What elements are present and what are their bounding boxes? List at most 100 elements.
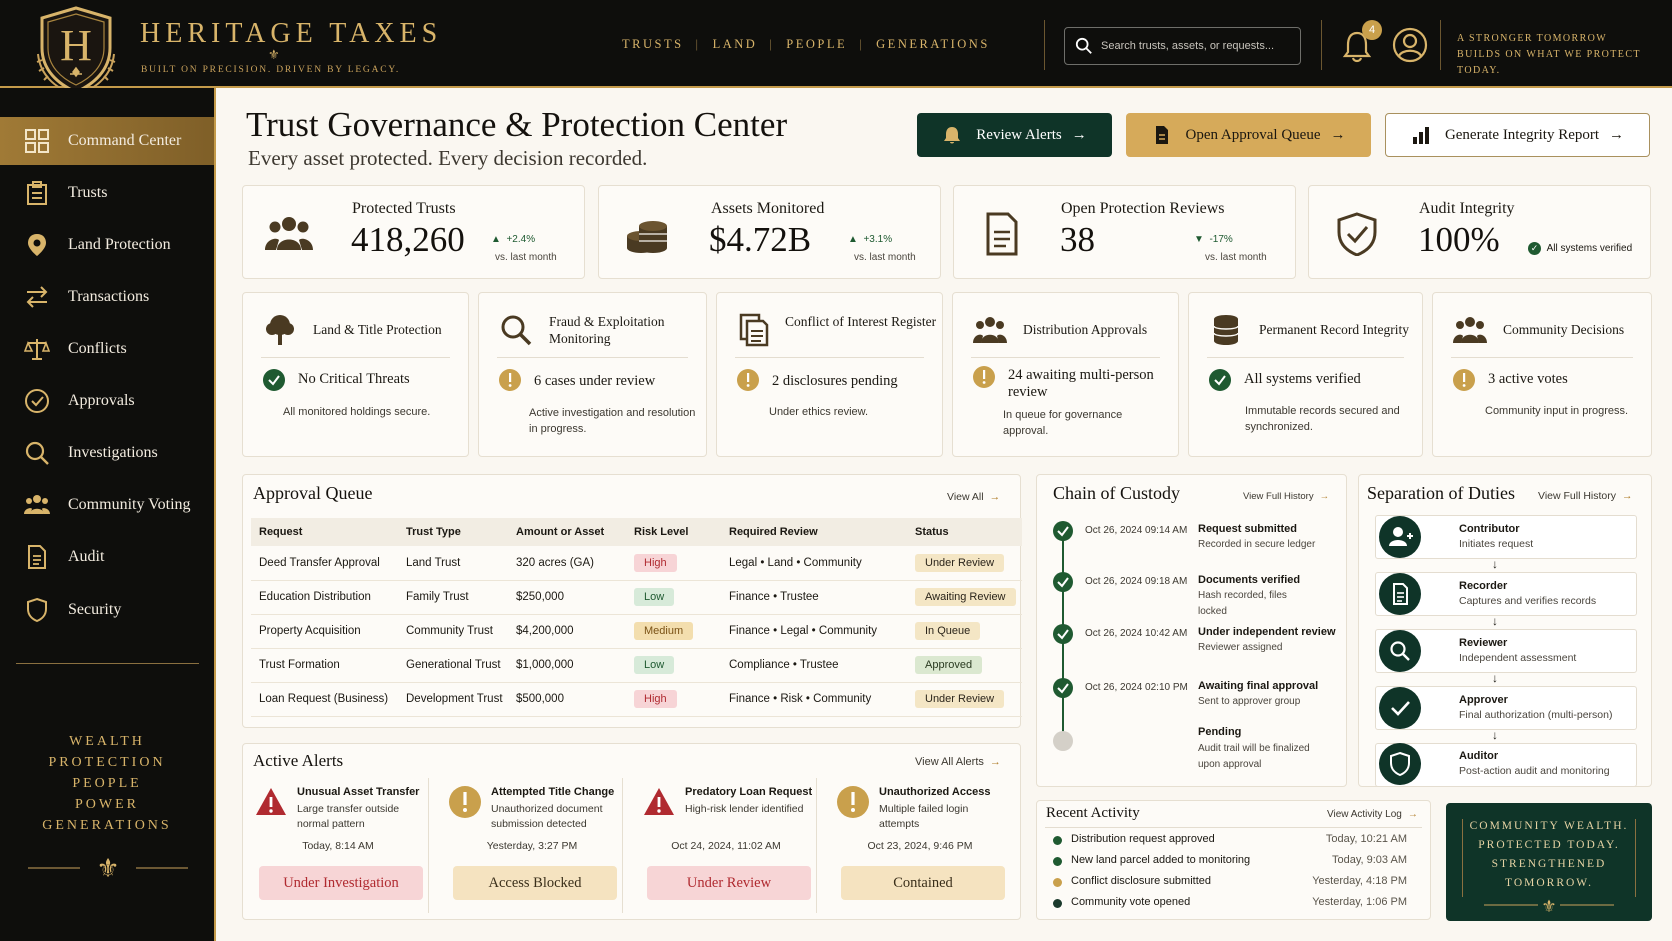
bell-icon: [944, 127, 961, 144]
tile-title: Distribution Approvals: [1023, 322, 1148, 337]
sidebar-item-security[interactable]: Security: [0, 586, 214, 634]
kpi-value: 38: [1060, 220, 1095, 259]
fleur-de-lis-icon: ⚜: [268, 47, 280, 62]
check-circle-icon: [1053, 521, 1073, 541]
view-all-link[interactable]: View All →: [947, 491, 1000, 503]
tile-conflict-of-interest-register[interactable]: Conflict of Interest Register 2 disclosu…: [716, 292, 943, 457]
request-cell: Education Distribution: [251, 580, 398, 615]
chain-of-custody-panel: Chain of Custody View Full History → Oct …: [1036, 474, 1347, 787]
tile-land-title-protection[interactable]: Land & Title Protection No Critical Thre…: [242, 292, 469, 457]
arrow-right-icon: →: [1407, 809, 1418, 820]
sidebar-item-approvals[interactable]: Approvals: [0, 377, 214, 425]
warning-circle-icon: [837, 786, 869, 818]
kpi-card-assets-monitored: Assets Monitored $4.72B ▲ +3.1% vs. last…: [598, 185, 941, 279]
event-title: Awaiting final approval: [1198, 680, 1319, 692]
sidebar-item-land-protection[interactable]: Land Protection: [0, 221, 214, 269]
trust-type-cell: Land Trust: [398, 546, 508, 581]
kpi-comparison: vs. last month: [1205, 252, 1267, 263]
nav-link-people[interactable]: PEOPLE: [786, 37, 848, 51]
table-row[interactable]: Loan Request (Business) Development Trus…: [251, 682, 1022, 717]
scales-icon: [24, 339, 50, 360]
tile-description: In queue for governance approval.: [1003, 409, 1123, 437]
kpi-value: 418,260: [351, 220, 465, 259]
sidebar-item-command-center[interactable]: Command Center: [0, 117, 214, 165]
view-all-alerts-link[interactable]: View All Alerts →: [915, 756, 1001, 768]
alert-status-button[interactable]: Contained: [841, 866, 1005, 900]
view-full-history-link[interactable]: View Full History →: [1243, 491, 1329, 502]
kpi-value: 100%: [1418, 220, 1500, 259]
link-label: View Full History: [1538, 490, 1616, 502]
nav-link-trusts[interactable]: TRUSTS: [622, 37, 684, 51]
kpi-delta-value: -17%: [1209, 234, 1233, 245]
table-row[interactable]: Property Acquisition Community Trust $4,…: [251, 614, 1022, 649]
page-subtitle: Every asset protected. Every decision re…: [248, 146, 648, 170]
request-cell: Property Acquisition: [251, 614, 398, 649]
nav-link-generations[interactable]: GENERATIONS: [876, 37, 990, 51]
alert-description: Multiple failed login attempts: [879, 803, 969, 830]
warning-triangle-icon: [644, 788, 674, 815]
alert-description: High-risk lender identified: [685, 803, 804, 815]
tile-description: All monitored holdings secure.: [283, 406, 431, 418]
tile-fraud-exploitation-monitoring[interactable]: Fraud & Exploitation Monitoring 6 cases …: [478, 292, 707, 457]
shield-icon: [1379, 743, 1421, 785]
people-icon: [265, 217, 313, 250]
sidebar-item-conflicts[interactable]: Conflicts: [0, 325, 214, 373]
sidebar-item-community-voting[interactable]: Community Voting: [0, 481, 214, 529]
sidebar-item-investigations[interactable]: Investigations: [0, 429, 214, 477]
sidebar-item-audit[interactable]: Audit: [0, 533, 214, 581]
check-circle-icon: ✓: [1528, 242, 1541, 255]
separation-of-duties-panel: Separation of Duties View Full History → …: [1358, 474, 1652, 787]
tile-community-decisions[interactable]: Community Decisions 3 active votes Commu…: [1432, 292, 1652, 457]
duty-description: Final authorization (multi-person): [1459, 709, 1613, 721]
table-row[interactable]: Deed Transfer Approval Land Trust 320 ac…: [251, 546, 1022, 581]
table-row[interactable]: Education Distribution Family Trust $250…: [251, 580, 1022, 615]
crest-monogram: H: [60, 21, 92, 70]
generate-integrity-report-button[interactable]: Generate Integrity Report →: [1385, 113, 1650, 157]
tile-title: Community Decisions: [1503, 322, 1625, 337]
review-cell: Finance • Legal • Community: [721, 614, 907, 649]
open-approval-queue-button[interactable]: Open Approval Queue →: [1126, 113, 1371, 157]
people-icon: [973, 317, 1007, 343]
view-activity-log-link[interactable]: View Activity Log →: [1327, 809, 1418, 820]
list-item[interactable]: Community vote opened Yesterday, 1:06 PM: [1047, 894, 1407, 914]
tile-distribution-approvals[interactable]: Distribution Approvals 24 awaiting multi…: [952, 292, 1179, 457]
event-time: Oct 26, 2024 10:42 AM: [1085, 628, 1188, 639]
duty-description: Independent assessment: [1459, 652, 1577, 664]
table-row[interactable]: Trust Formation Generational Trust $1,00…: [251, 648, 1022, 683]
review-alerts-button[interactable]: Review Alerts →: [917, 113, 1112, 157]
duty-title: Approver: [1459, 694, 1508, 706]
tile-title: Permanent Record Integrity: [1259, 322, 1409, 337]
column-header: Required Review: [721, 518, 907, 546]
search-box[interactable]: [1064, 27, 1301, 65]
event-title: Request submitted: [1198, 523, 1298, 535]
sidebar-item-trusts[interactable]: Trusts: [0, 169, 214, 217]
amount-cell: 320 acres (GA): [508, 546, 626, 581]
alert-status-button[interactable]: Under Review: [647, 866, 811, 900]
tile-permanent-record-integrity[interactable]: Permanent Record Integrity All systems v…: [1188, 292, 1423, 457]
magnifier-icon: [25, 441, 49, 465]
active-alerts-panel: Active Alerts View All Alerts → Unusual A…: [242, 743, 1021, 920]
alert-status-button[interactable]: Under Investigation: [259, 866, 423, 900]
kpi-comparison: vs. last month: [854, 252, 916, 263]
sidebar-item-transactions[interactable]: Transactions: [0, 273, 214, 321]
warning-triangle-icon: [256, 788, 286, 815]
alert-card: Unusual Asset Transfer Large transfer ou…: [247, 778, 429, 913]
sidebar-item-label: Security: [68, 601, 122, 618]
view-full-history-link[interactable]: View Full History →: [1538, 490, 1633, 502]
pending-dot-icon: [1053, 731, 1073, 751]
search-input[interactable]: [1101, 40, 1291, 52]
list-item[interactable]: Distribution request approved Today, 10:…: [1047, 831, 1407, 851]
sidebar-item-label: Audit: [68, 548, 105, 565]
trend-up-icon: ▲: [848, 234, 858, 245]
alert-status-button[interactable]: Access Blocked: [453, 866, 617, 900]
community-line: TOMORROW.: [1505, 877, 1593, 889]
sidebar-divider: [16, 663, 199, 664]
list-item[interactable]: Conflict disclosure submitted Yesterday,…: [1047, 873, 1407, 893]
list-item[interactable]: New land parcel added to monitoring Toda…: [1047, 852, 1407, 872]
status-badge: Awaiting Review: [915, 588, 1016, 606]
alert-time: Oct 24, 2024, 11:02 AM: [671, 840, 781, 852]
review-cell: Legal • Land • Community: [721, 546, 907, 581]
user-avatar-icon[interactable]: [1392, 27, 1428, 63]
nav-link-land[interactable]: LAND: [712, 37, 758, 51]
tile-description: Under ethics review.: [769, 406, 869, 418]
